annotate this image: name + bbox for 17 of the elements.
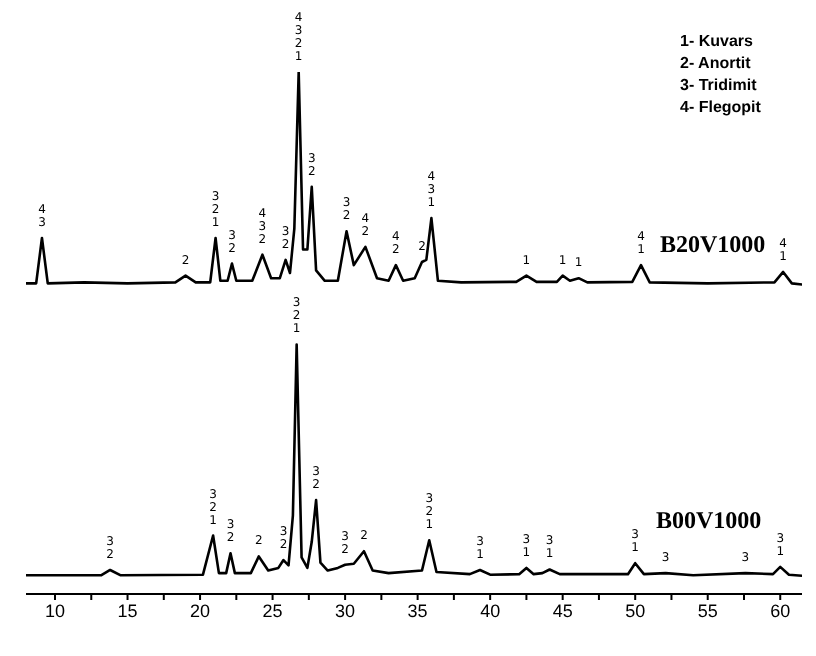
x-tick-label: 50	[625, 600, 646, 621]
x-tick-label: 60	[770, 600, 791, 621]
x-tick-label: 15	[117, 600, 138, 621]
x-tick-label: 25	[262, 600, 283, 621]
annotation: 3- Tridimit	[680, 74, 759, 96]
annotation: 2- Anortit	[680, 52, 753, 74]
annotation: 4- Flegopit	[680, 96, 761, 118]
series-label: B20V1000	[660, 230, 766, 260]
x-tick-label: 35	[407, 600, 428, 621]
x-tick-label: 10	[44, 600, 66, 621]
x-tick-label: 40	[480, 600, 501, 621]
text: 1- Kuvars	[680, 30, 755, 52]
x-tick-label: 55	[697, 600, 718, 621]
x-tick-label: 20	[190, 600, 211, 621]
x-tick-label: 30	[335, 600, 356, 621]
series-label: B00V1000	[656, 506, 762, 536]
x-tick-label: 45	[552, 600, 573, 621]
